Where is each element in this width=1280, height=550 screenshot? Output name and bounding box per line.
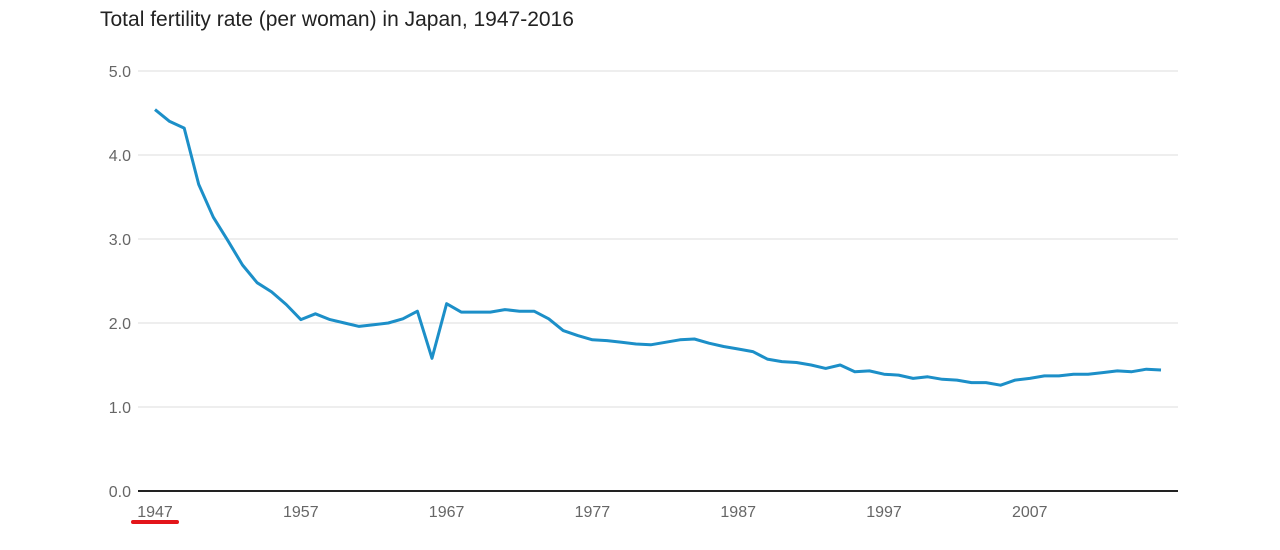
y-axis-tick-labels: 0.0 1.0 2.0 3.0 4.0 5.0 [109, 64, 131, 501]
y-tick-label: 0.0 [109, 484, 131, 501]
x-axis-tick-labels: 1947 1957 1967 1977 1987 1997 2007 [137, 504, 1047, 521]
y-tick-label: 4.0 [109, 148, 131, 165]
y-tick-label: 5.0 [109, 64, 131, 81]
x-tick-label: 1947 [137, 504, 173, 521]
y-tick-label: 2.0 [109, 316, 131, 333]
y-tick-label: 1.0 [109, 400, 131, 417]
x-tick-label: 2007 [1012, 504, 1048, 521]
x-tick-label: 1997 [866, 504, 902, 521]
x-tick-label: 1977 [575, 504, 611, 521]
x-tick-label: 1987 [720, 504, 756, 521]
x-tick-label: 1967 [429, 504, 465, 521]
gridlines [138, 70, 1178, 408]
y-tick-label: 3.0 [109, 232, 131, 249]
chart-title: Total fertility rate (per woman) in Japa… [100, 8, 574, 31]
series-line [154, 108, 1162, 387]
x-tick-label: 1957 [283, 504, 319, 521]
